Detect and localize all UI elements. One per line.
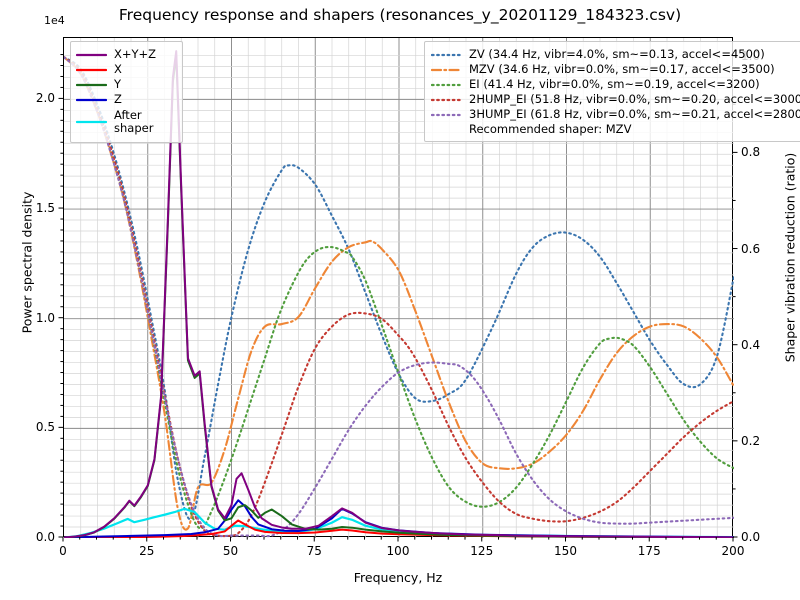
y-right-tick-label: 0.0 <box>741 530 761 544</box>
psd-legend-label: X+Y+Z <box>114 47 157 61</box>
legend-line-swatch-ei <box>431 78 462 92</box>
recommended-shaper-note: Recommended shaper: MZV <box>469 122 632 136</box>
y-left-tick-label: 0.0 <box>35 530 55 544</box>
psd-legend-item: X+Y+Z <box>76 47 176 62</box>
shaper-legend-item: 3HUMP_EI (61.8 Hz, vibr=0.0%, sm~=0.21, … <box>431 107 800 122</box>
psd-legend-label: Z <box>114 92 122 106</box>
x-axis-label: Frequency, Hz <box>353 570 443 585</box>
x-tick-label: 125 <box>470 544 494 558</box>
shaper-legend-label: ZV (34.4 Hz, vibr=4.0%, sm~=0.13, accel<… <box>469 47 765 61</box>
shaper-legend-label: MZV (34.6 Hz, vibr=0.0%, sm~=0.17, accel… <box>469 62 775 76</box>
psd-legend-item: Z <box>76 92 176 107</box>
legend-line-swatch-z <box>76 93 107 107</box>
x-tick-label: 50 <box>222 544 239 558</box>
legend-line-swatch-2hump_ei <box>431 93 462 107</box>
x-tick-label: 150 <box>554 544 577 558</box>
shaper-legend-label: 3HUMP_EI (61.8 Hz, vibr=0.0%, sm~=0.21, … <box>469 107 800 121</box>
y-left-tick-label: 1.0 <box>35 310 55 325</box>
shaper-curve-ei <box>64 56 734 530</box>
psd-legend-label: After shaper <box>114 108 154 135</box>
psd-legend-label: X <box>114 62 122 76</box>
x-tick-label: 175 <box>637 544 661 558</box>
legend-line-swatch-x <box>76 63 107 77</box>
x-tick-label: 200 <box>721 544 745 558</box>
shaper-legend: ZV (34.4 Hz, vibr=4.0%, sm~=0.13, accel<… <box>424 41 800 142</box>
psd-legend-item: Y <box>76 77 176 92</box>
psd-legend: X+Y+Z X Y Z After shaper <box>70 41 183 143</box>
legend-line-swatch-zv <box>431 48 462 62</box>
y-left-tick-label: 2.0 <box>35 91 55 106</box>
y-left-tick-label: 0.5 <box>35 420 55 435</box>
shaper-legend-item: ZV (34.4 Hz, vibr=4.0%, sm~=0.13, accel<… <box>431 47 800 62</box>
shaper-curve-mzv <box>64 56 734 531</box>
legend-line-swatch-y <box>76 78 107 92</box>
shaper-legend-item: 2HUMP_EI (51.8 Hz, vibr=0.0%, sm~=0.20, … <box>431 92 800 107</box>
x-tick-label: 100 <box>386 544 410 558</box>
shaper-legend-item: EI (41.4 Hz, vibr=0.0%, sm~=0.19, accel<… <box>431 77 800 92</box>
legend-line-swatch-mzv <box>431 63 462 77</box>
y-left-tick-label: 1.5 <box>35 201 55 216</box>
x-tick-label: 25 <box>139 544 155 558</box>
legend-line-swatch-x-y-z <box>76 48 107 62</box>
psd-legend-item: After shaper <box>76 107 176 137</box>
psd-curve-after-shaper <box>64 507 734 538</box>
chart-title: Frequency response and shapers (resonanc… <box>118 6 682 24</box>
shaper-legend-item: MZV (34.6 Hz, vibr=0.0%, sm~=0.17, accel… <box>431 62 800 77</box>
x-tick-label: 75 <box>306 544 322 558</box>
legend-line-swatch-after-shaper <box>76 115 107 129</box>
y-axis-offset-label: 1e4 <box>44 14 65 27</box>
psd-legend-item: X <box>76 62 176 77</box>
legend-line-swatch-3hump_ei <box>431 108 462 122</box>
y-right-tick-label: 0.4 <box>741 337 761 352</box>
psd-legend-label: Y <box>114 77 122 91</box>
shaper-curve-3hump_ei <box>64 56 734 538</box>
x-tick-label: 0 <box>59 544 67 558</box>
shaper-legend-label: EI (41.4 Hz, vibr=0.0%, sm~=0.19, accel<… <box>469 77 760 91</box>
y-right-tick-label: 0.6 <box>741 241 761 256</box>
y-right-tick-label: 0.8 <box>741 145 761 160</box>
y-right-tick-label: 0.2 <box>741 433 761 448</box>
shaper-curve-zv <box>64 56 734 521</box>
psd-curve-x-y-z <box>64 50 734 538</box>
shaper-legend-label: 2HUMP_EI (51.8 Hz, vibr=0.0%, sm~=0.20, … <box>469 92 800 106</box>
data-layer <box>64 50 734 538</box>
